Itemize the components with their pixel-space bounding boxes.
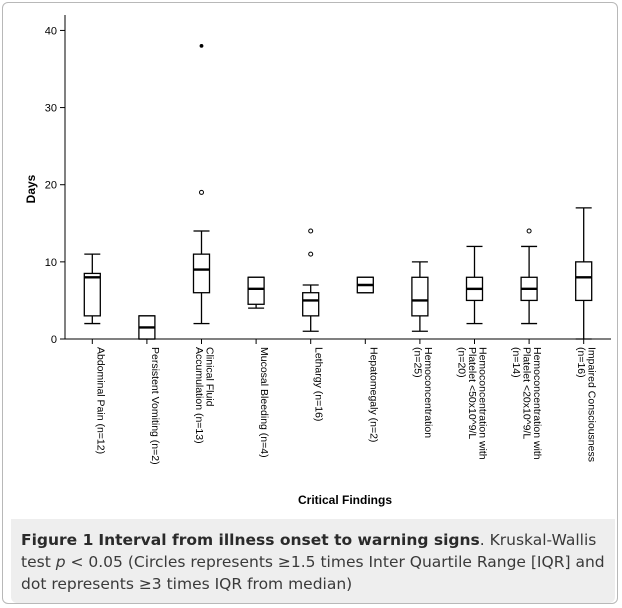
- y-tick-label: 40: [45, 25, 57, 37]
- extreme-dot: [199, 43, 204, 48]
- outlier-circle: [308, 228, 314, 234]
- box: [83, 272, 101, 317]
- x-tick-label: (n=16): [575, 347, 587, 378]
- box: [247, 276, 265, 305]
- x-tick-label: (n=20): [456, 347, 468, 378]
- x-tick-label: Hemoconcentration: [422, 347, 434, 438]
- y-tick-label: 0: [51, 334, 57, 346]
- caption-text-after-p: < 0.05 (Circles represents ≥1.5 times In…: [21, 553, 605, 593]
- x-axis-label: Critical Findings: [298, 493, 392, 507]
- outlier-circle: [199, 189, 204, 195]
- box: [411, 276, 429, 317]
- x-tick-label: Platelet <20x10^9/L: [521, 347, 533, 439]
- x-tick-label: Platelet <50x10^9/L: [466, 347, 478, 439]
- figure-caption: Figure 1 Interval from illness onset to …: [21, 529, 611, 595]
- caption-figure-label: Figure 1: [21, 531, 94, 549]
- caption-title: Interval from illness onset to warning s…: [98, 531, 480, 549]
- caption-p-symbol: p: [55, 553, 66, 571]
- x-tick-label: Hemoconcentration with: [531, 347, 543, 460]
- x-tick-label: Hepatomegaly (n=2): [367, 347, 379, 442]
- y-tick-label: 10: [45, 257, 57, 269]
- x-tick-label: (n=25): [411, 347, 423, 378]
- plot-area: Days Critical Findings 0 10 20 30 40 Abdomina…: [11, 11, 615, 519]
- y-axis-label: Days: [24, 174, 38, 203]
- x-tick-label: (n=14): [510, 347, 522, 378]
- caption-box: Figure 1 Interval from illness onset to …: [11, 519, 615, 603]
- caption-text-before-p: . Kruskal-Wallis test: [21, 531, 597, 571]
- x-tick-label: Accumulation (n=13): [193, 347, 205, 444]
- box: [575, 261, 593, 302]
- x-tick-label: Clinical Fluid: [204, 347, 216, 407]
- boxplot-chart: Days Critical Findings 0 10 20 30 40 Abdomina…: [24, 15, 611, 507]
- outlier-circle: [308, 251, 314, 257]
- x-tick-label: Mucosal Bleeding (n=4): [258, 347, 270, 458]
- outlier-circle: [526, 228, 532, 234]
- x-tick-label: Lethargy (n=16): [313, 347, 325, 421]
- x-tick-label: Impaired Consciousness: [586, 347, 598, 462]
- y-tick-label: 20: [45, 180, 57, 192]
- box: [302, 292, 320, 317]
- box: [192, 253, 211, 294]
- x-tick-label: Hemoconcentration with: [477, 347, 489, 460]
- x-tick-label: Persistent Vomiting (n=2): [149, 347, 161, 465]
- x-tick-label: Abdominal Pain (n=12): [94, 347, 106, 454]
- y-tick-label: 30: [45, 103, 57, 115]
